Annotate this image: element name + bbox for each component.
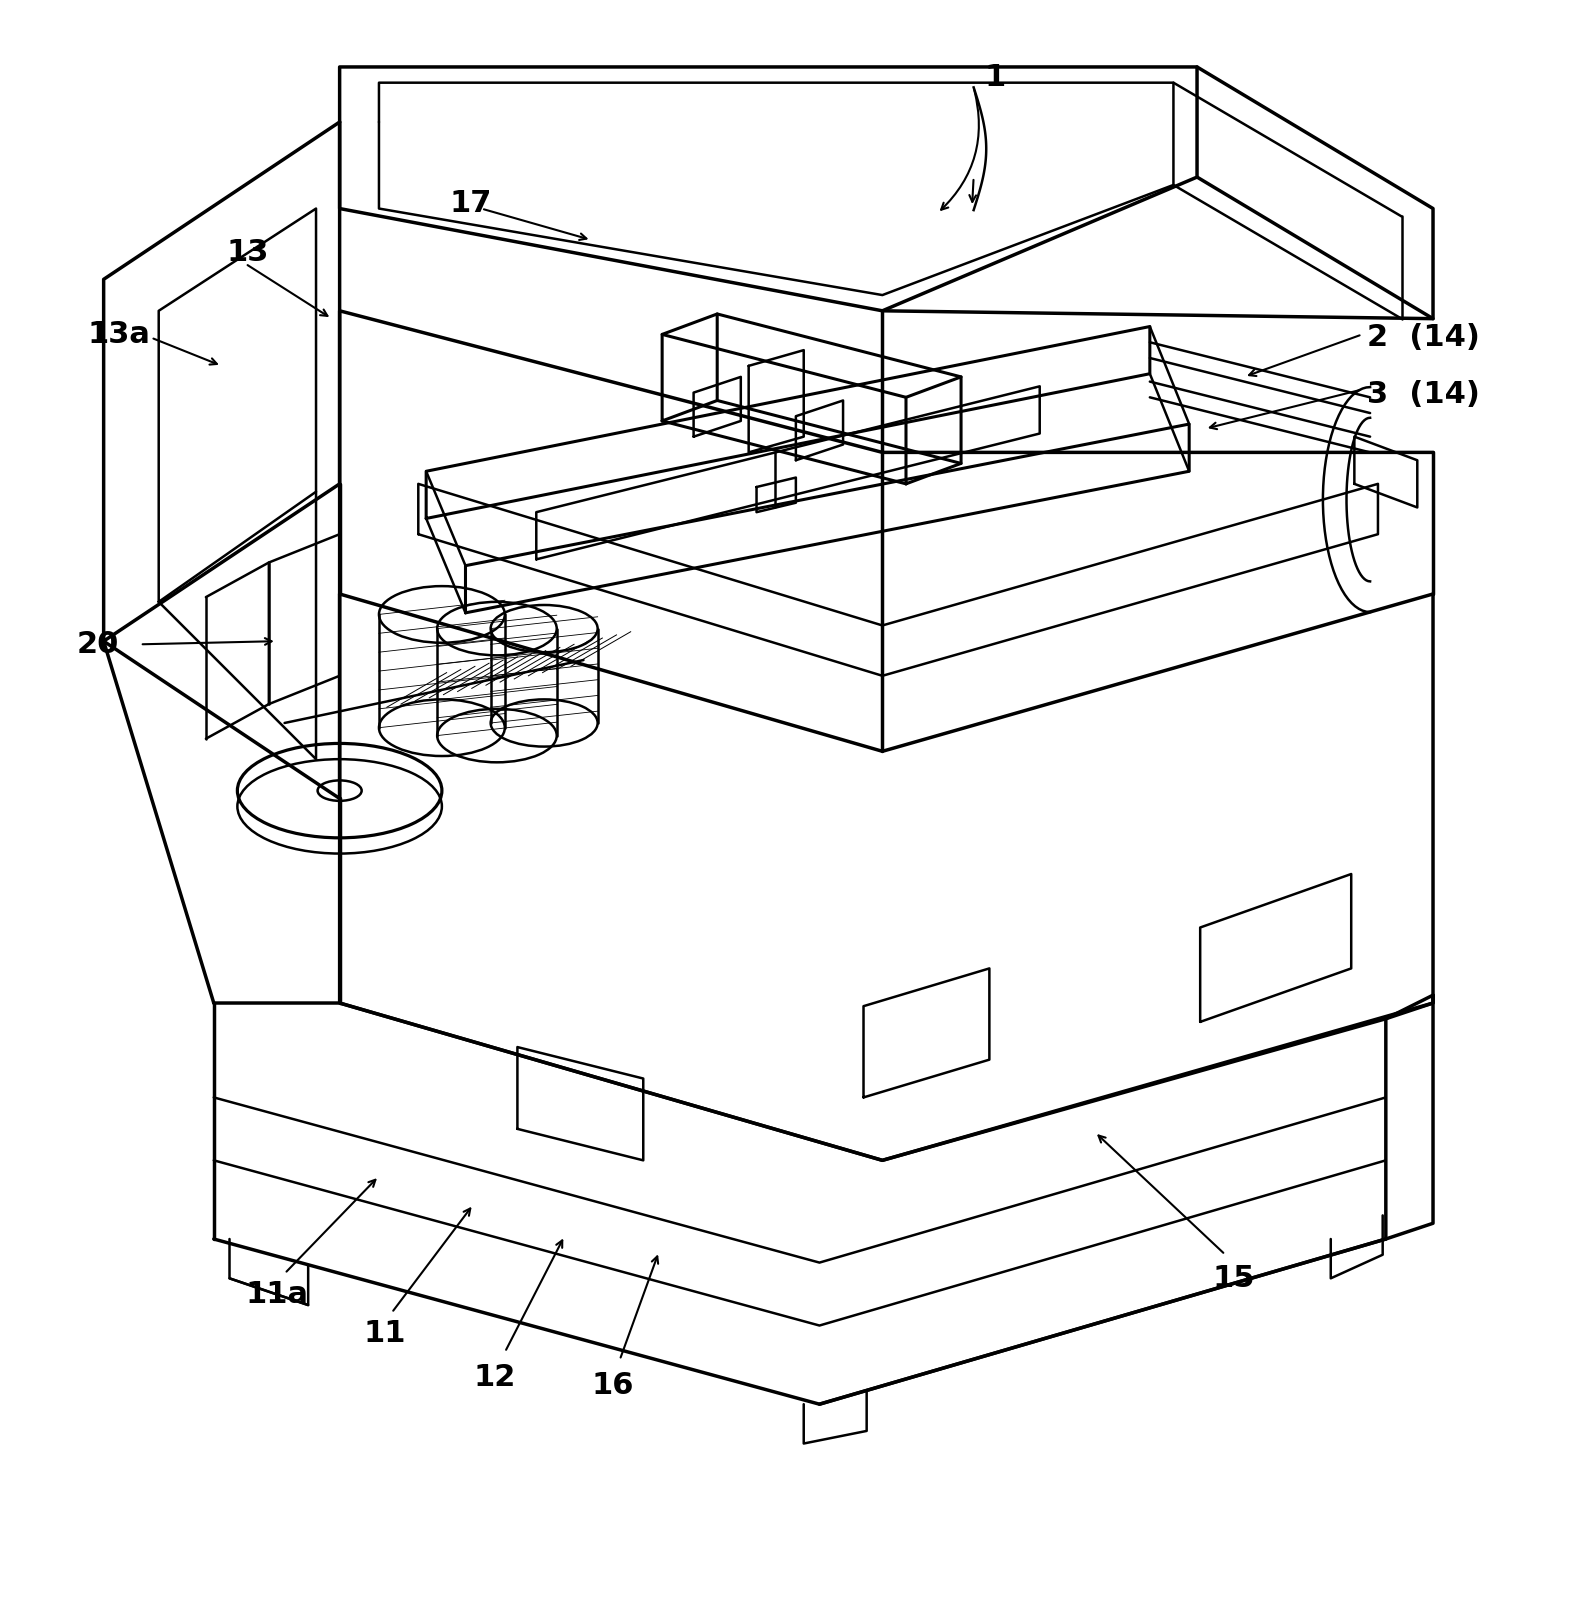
Text: 1: 1 (985, 64, 1005, 93)
Text: 11: 11 (362, 1319, 405, 1348)
Text: 11a: 11a (246, 1279, 309, 1308)
Text: 15: 15 (1214, 1263, 1254, 1294)
Text: 17: 17 (449, 190, 492, 219)
Text: 3  (14): 3 (14) (1366, 380, 1480, 409)
Text: 13: 13 (227, 238, 269, 267)
Text: 16: 16 (591, 1370, 634, 1401)
Text: 2  (14): 2 (14) (1366, 323, 1480, 351)
Text: 13a: 13a (88, 319, 151, 348)
Text: 12: 12 (473, 1362, 515, 1393)
Text: 20: 20 (77, 629, 120, 660)
